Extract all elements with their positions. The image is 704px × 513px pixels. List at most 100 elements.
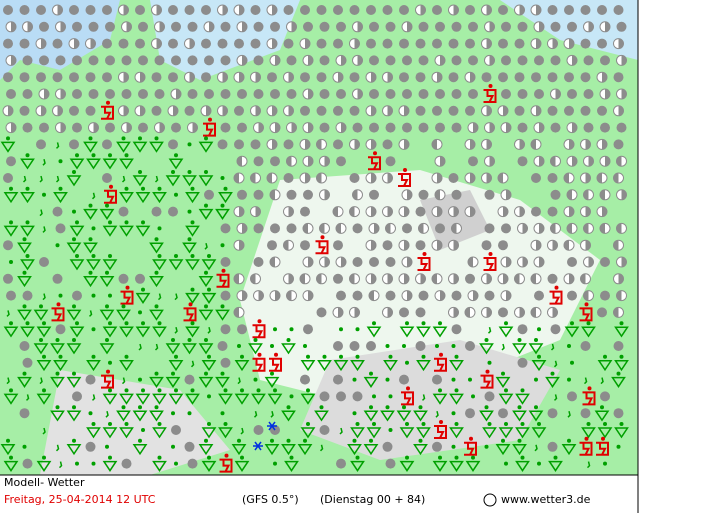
cloud-half bbox=[489, 156, 495, 167]
cloud-full bbox=[402, 223, 412, 234]
shower-dot bbox=[75, 220, 79, 225]
cloud-symbol bbox=[269, 290, 281, 302]
cloud-full bbox=[613, 408, 624, 419]
drizzle-dot bbox=[468, 377, 472, 382]
shower-dot bbox=[418, 405, 423, 410]
cloud-symbol bbox=[465, 38, 475, 49]
cloud-half bbox=[539, 257, 544, 267]
shower-symbol bbox=[498, 422, 514, 439]
cloud-symbol bbox=[431, 239, 443, 251]
thunder-bolt bbox=[582, 391, 596, 406]
cloud-half bbox=[156, 5, 162, 15]
cloud-half bbox=[338, 72, 343, 83]
shower-triangle bbox=[99, 343, 115, 355]
cloud-symbol bbox=[385, 257, 396, 267]
shower-triangle bbox=[234, 393, 250, 405]
cloud-half bbox=[300, 273, 305, 284]
cloud-full bbox=[531, 173, 541, 183]
cloud-symbol bbox=[68, 38, 80, 50]
cloud-half bbox=[498, 173, 503, 183]
shower-dot bbox=[204, 270, 208, 275]
cloud-full bbox=[69, 105, 79, 116]
shower-symbol bbox=[581, 422, 596, 439]
cloud-symbol bbox=[481, 273, 492, 285]
cloud-symbol bbox=[266, 138, 278, 150]
cloud-symbol bbox=[286, 155, 297, 167]
cloud-full bbox=[300, 374, 310, 385]
cloud-symbol bbox=[500, 256, 512, 268]
shower-symbol bbox=[350, 455, 365, 472]
shower-dot bbox=[6, 136, 10, 141]
cloud-symbol bbox=[72, 89, 82, 99]
cloud-full bbox=[105, 89, 115, 99]
shower-triangle bbox=[413, 410, 428, 422]
cloud-half bbox=[522, 223, 528, 234]
drizzle-comma bbox=[105, 411, 109, 418]
cloud-symbol bbox=[319, 89, 330, 99]
cloud-symbol bbox=[69, 105, 79, 116]
cloud-symbol bbox=[253, 122, 264, 134]
cloud-symbol bbox=[302, 256, 314, 268]
cloud-symbol bbox=[382, 206, 393, 218]
shower-dot bbox=[72, 371, 76, 376]
cloud-symbol bbox=[236, 155, 248, 167]
drizzle-dot bbox=[567, 377, 571, 382]
cloud-full bbox=[234, 105, 244, 116]
shower-dot bbox=[72, 237, 76, 242]
shower-symbol bbox=[99, 338, 115, 355]
cloud-half bbox=[242, 21, 247, 32]
shower-triangle bbox=[581, 427, 596, 439]
cloud-full bbox=[517, 55, 528, 66]
shower-triangle bbox=[53, 192, 68, 204]
drizzle-dot bbox=[471, 394, 475, 399]
cloud-half bbox=[588, 257, 594, 267]
shower-symbol bbox=[399, 321, 415, 338]
cloud-symbol bbox=[269, 189, 281, 201]
cloud-half bbox=[288, 273, 294, 284]
shower-dot bbox=[223, 388, 228, 393]
shower-symbol bbox=[449, 354, 464, 372]
cloud-symbol bbox=[566, 189, 578, 201]
shower-triangle bbox=[149, 376, 164, 388]
shower-dot bbox=[438, 455, 442, 460]
shower-triangle bbox=[3, 326, 19, 338]
thunder-dot bbox=[221, 268, 226, 273]
cloud-symbol bbox=[600, 257, 610, 267]
shower-dot bbox=[138, 136, 142, 141]
cloud-symbol bbox=[118, 105, 129, 117]
cloud-symbol bbox=[36, 139, 46, 150]
cloud-full bbox=[151, 206, 162, 217]
cloud-full bbox=[300, 72, 310, 83]
cloud-symbol bbox=[270, 156, 280, 167]
cloud-symbol bbox=[467, 122, 479, 134]
cloud-full bbox=[600, 257, 610, 267]
shower-triangle bbox=[363, 444, 379, 456]
cloud-full bbox=[22, 458, 33, 469]
cloud-full bbox=[52, 206, 63, 217]
shower-dot bbox=[72, 338, 76, 342]
drizzle-comma bbox=[22, 175, 27, 183]
cloud-symbol bbox=[547, 408, 558, 419]
cloud-full bbox=[600, 122, 610, 133]
cloud-full bbox=[415, 105, 426, 116]
cloud-half bbox=[336, 223, 341, 234]
cloud-symbol bbox=[253, 21, 264, 32]
cloud-symbol bbox=[580, 38, 591, 49]
cloud-full bbox=[498, 5, 508, 15]
shower-triangle bbox=[132, 410, 148, 422]
cloud-symbol bbox=[72, 290, 82, 301]
shower-dot bbox=[141, 321, 145, 326]
shower-dot bbox=[25, 186, 30, 191]
thunder-bolt bbox=[101, 105, 114, 120]
shower-triangle bbox=[185, 292, 200, 304]
shower-symbol bbox=[218, 186, 233, 204]
shower-dot bbox=[190, 321, 195, 326]
cloud-symbol bbox=[316, 105, 327, 116]
cloud-symbol bbox=[187, 21, 198, 32]
drizzle-dot bbox=[55, 243, 60, 248]
shower-symbol bbox=[83, 237, 98, 254]
cloud-half bbox=[275, 290, 280, 301]
shower-symbol bbox=[498, 321, 514, 338]
shower-symbol bbox=[53, 354, 68, 372]
cloud-half bbox=[357, 21, 363, 32]
